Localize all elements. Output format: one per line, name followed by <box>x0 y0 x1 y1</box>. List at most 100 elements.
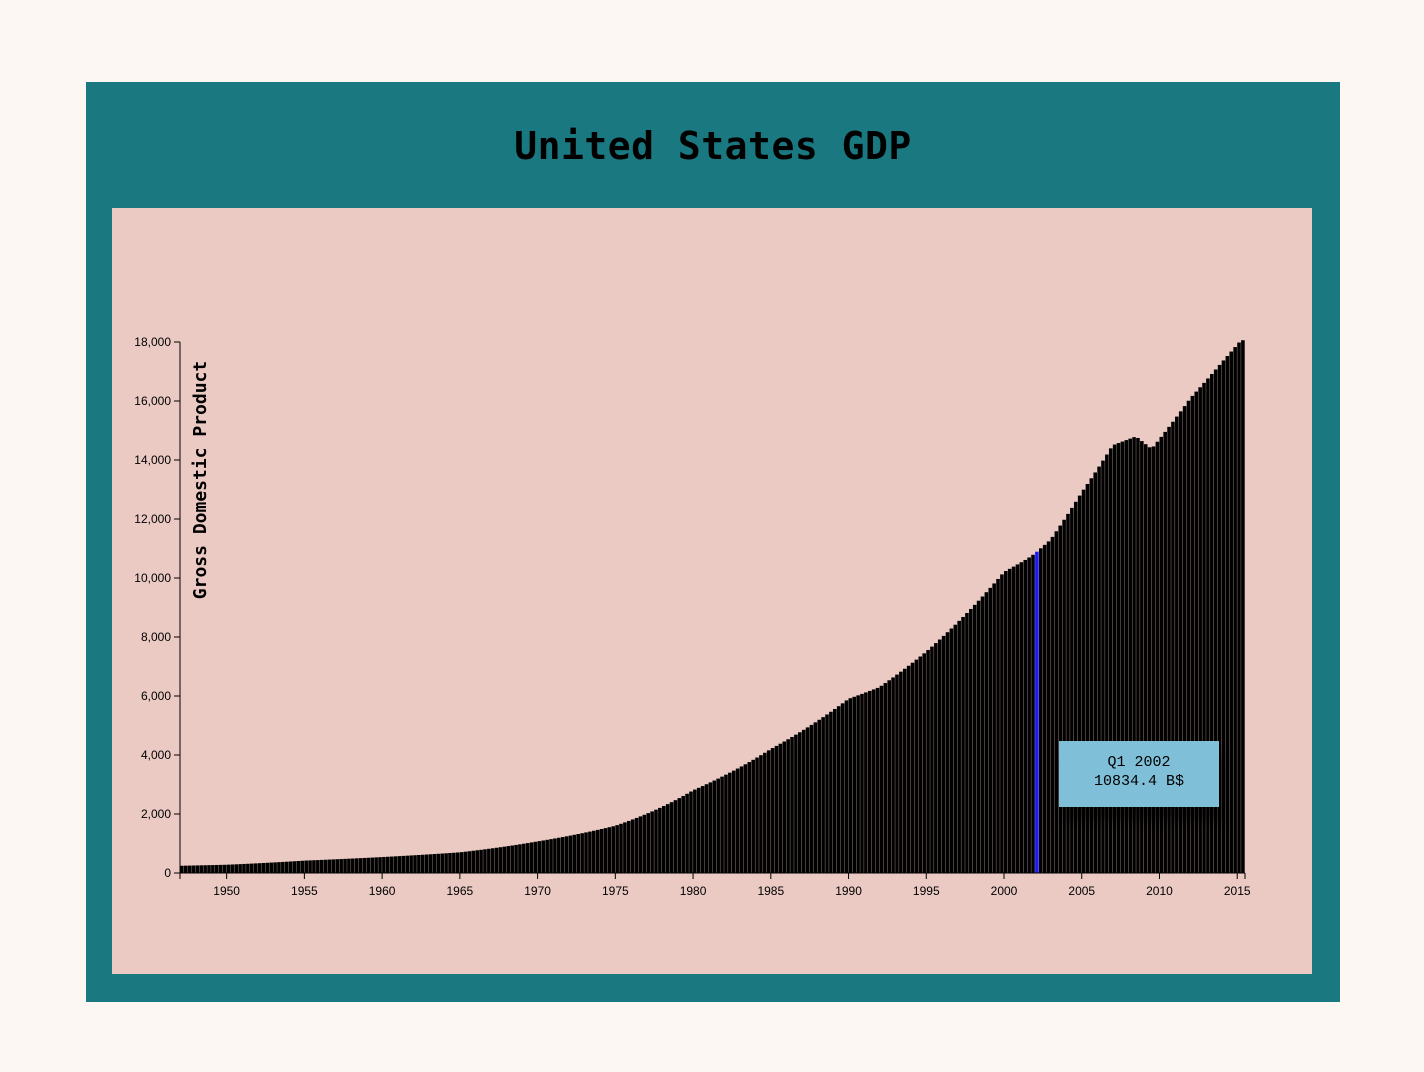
gdp-bar[interactable] <box>805 727 810 873</box>
gdp-bar[interactable] <box>374 857 378 873</box>
gdp-bar[interactable] <box>180 865 184 873</box>
gdp-bar[interactable] <box>1136 437 1140 873</box>
gdp-bar[interactable] <box>1089 478 1094 873</box>
gdp-bar[interactable] <box>487 848 491 873</box>
gdp-bar[interactable] <box>1186 400 1191 873</box>
gdp-bar[interactable] <box>475 850 479 873</box>
gdp-bar[interactable] <box>557 837 561 873</box>
gdp-bar[interactable] <box>716 778 720 873</box>
gdp-bar[interactable] <box>195 865 200 873</box>
gdp-bar[interactable] <box>483 849 487 873</box>
gdp-bar[interactable] <box>413 855 417 873</box>
gdp-bar[interactable] <box>288 861 293 873</box>
gdp-bar[interactable] <box>891 677 895 873</box>
gdp-bar[interactable] <box>572 834 577 873</box>
gdp-bar[interactable] <box>871 689 876 873</box>
gdp-bar[interactable] <box>914 659 919 873</box>
gdp-bar[interactable] <box>867 690 872 873</box>
gdp-bar[interactable] <box>370 857 375 873</box>
gdp-bar[interactable] <box>1171 421 1175 873</box>
gdp-bar[interactable] <box>1182 406 1187 873</box>
gdp-bar[interactable] <box>564 836 569 873</box>
gdp-bar[interactable] <box>234 864 239 873</box>
gdp-bar[interactable] <box>432 854 437 873</box>
gdp-bar[interactable] <box>883 683 888 873</box>
gdp-bar[interactable] <box>949 628 954 873</box>
gdp-bar[interactable] <box>183 865 188 873</box>
gdp-bar[interactable] <box>743 764 748 873</box>
gdp-bar[interactable] <box>1050 536 1055 873</box>
gdp-bar[interactable] <box>646 813 651 873</box>
gdp-bar[interactable] <box>440 853 445 873</box>
gdp-bar[interactable] <box>887 680 891 873</box>
gdp-bar[interactable] <box>273 862 277 873</box>
gdp-bar[interactable] <box>996 578 1000 873</box>
gdp-bar[interactable] <box>813 722 818 873</box>
gdp-bar[interactable] <box>755 757 759 873</box>
gdp-bar[interactable] <box>1233 347 1237 873</box>
gdp-bar[interactable] <box>1143 444 1148 873</box>
gdp-bar[interactable] <box>1221 360 1226 873</box>
gdp-bar[interactable] <box>331 859 336 873</box>
gdp-bar[interactable] <box>1225 356 1230 873</box>
gdp-bar[interactable] <box>304 860 308 873</box>
gdp-bar[interactable] <box>821 717 825 873</box>
gdp-bar[interactable] <box>281 861 285 873</box>
gdp-bar[interactable] <box>848 698 853 873</box>
gdp-bar[interactable] <box>603 828 608 873</box>
gdp-bar[interactable] <box>747 762 752 873</box>
gdp-bar[interactable] <box>895 674 899 873</box>
gdp-bar[interactable] <box>902 668 907 873</box>
gdp-bar[interactable] <box>1151 446 1156 873</box>
gdp-bar[interactable] <box>525 843 530 873</box>
gdp-bar[interactable] <box>937 639 942 873</box>
gdp-bar[interactable] <box>479 849 483 873</box>
gdp-bar[interactable] <box>490 848 495 873</box>
gdp-bar[interactable] <box>910 662 915 873</box>
gdp-bar[interactable] <box>1007 568 1012 873</box>
gdp-bar[interactable] <box>211 865 215 873</box>
gdp-bar[interactable] <box>1202 382 1206 873</box>
gdp-bar[interactable] <box>790 736 794 873</box>
gdp-bar[interactable] <box>809 724 814 873</box>
gdp-bar[interactable] <box>689 791 693 873</box>
gdp-bar[interactable] <box>661 806 666 873</box>
gdp-bar[interactable] <box>455 852 460 873</box>
gdp-bar[interactable] <box>930 646 934 873</box>
gdp-bar[interactable] <box>1241 340 1245 874</box>
gdp-bar[interactable] <box>899 671 903 873</box>
gdp-bar[interactable] <box>980 596 985 873</box>
gdp-bar[interactable] <box>335 859 340 873</box>
gdp-bar[interactable] <box>1019 562 1024 873</box>
gdp-bar[interactable] <box>1147 447 1152 873</box>
gdp-bar[interactable] <box>323 859 328 873</box>
gdp-bar[interactable] <box>961 616 965 873</box>
gdp-bar[interactable] <box>774 745 779 873</box>
gdp-bar[interactable] <box>459 852 464 873</box>
gdp-bar[interactable] <box>393 856 398 873</box>
gdp-bar[interactable] <box>386 856 390 873</box>
gdp-bar[interactable] <box>405 855 410 873</box>
gdp-bar[interactable] <box>1140 441 1144 873</box>
gdp-bar[interactable] <box>700 786 705 873</box>
gdp-bar[interactable] <box>976 600 981 873</box>
gdp-bar[interactable] <box>685 793 689 873</box>
gdp-bar[interactable] <box>957 620 961 873</box>
gdp-bar[interactable] <box>906 665 911 873</box>
gdp-bar[interactable] <box>568 835 573 873</box>
gdp-bar[interactable] <box>1077 495 1082 873</box>
gdp-bar[interactable] <box>343 858 347 873</box>
gdp-bar[interactable] <box>471 850 476 873</box>
gdp-bar[interactable] <box>759 755 763 873</box>
gdp-bar[interactable] <box>242 863 246 873</box>
gdp-bar[interactable] <box>984 592 989 873</box>
gdp-bar[interactable] <box>257 863 262 873</box>
gdp-bar[interactable] <box>327 859 332 873</box>
gdp-bar[interactable] <box>751 759 755 873</box>
gdp-bar[interactable] <box>269 862 273 873</box>
gdp-bar[interactable] <box>214 864 219 873</box>
gdp-bar[interactable] <box>339 859 343 873</box>
gdp-bar[interactable] <box>599 829 604 873</box>
gdp-bar[interactable] <box>300 860 305 873</box>
gdp-bar[interactable] <box>1229 351 1234 873</box>
